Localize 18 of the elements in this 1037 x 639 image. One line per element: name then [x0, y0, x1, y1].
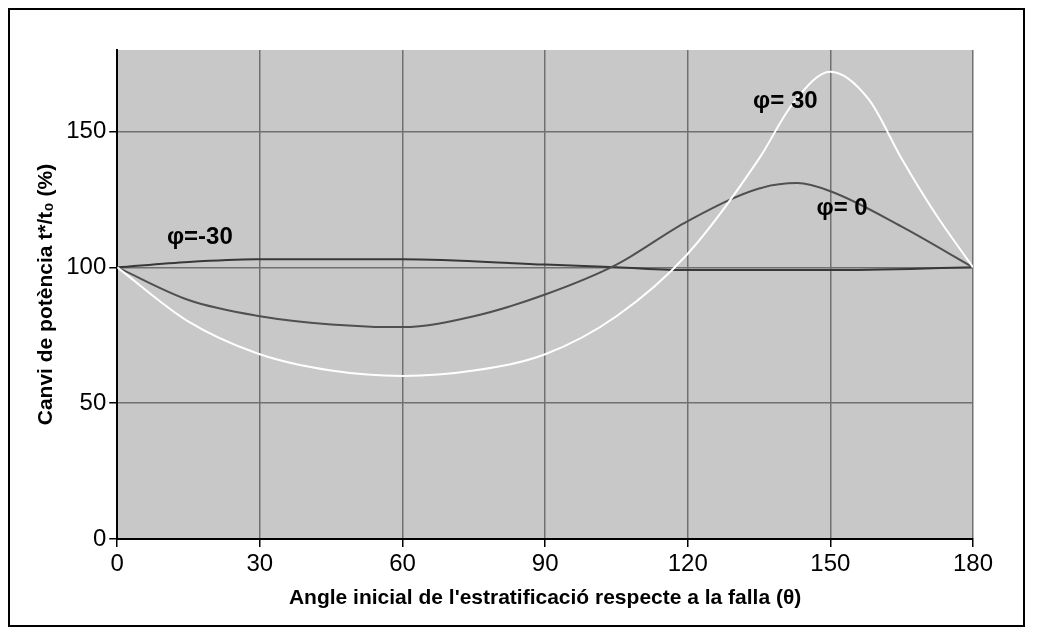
x-tick-label: 90 [531, 549, 559, 577]
line-series [117, 70, 973, 377]
x-tick-label: 30 [246, 549, 274, 577]
x-tick-label: 180 [952, 549, 994, 577]
y-tick-label: 0 [92, 523, 107, 551]
y-tick-label: 50 [79, 387, 107, 415]
x-axis-title: Angle inicial de l'estratificació respecte a la falla (θ) [288, 585, 802, 609]
series-label: φ=-30 [166, 221, 233, 249]
line-series [117, 182, 973, 329]
y-axis-title: Canvi de potència t*/t₀ (%) [33, 163, 57, 426]
x-tick-label: 150 [810, 549, 851, 577]
y-tick-label: 150 [66, 116, 107, 144]
series-label: φ= 30 [753, 86, 818, 114]
x-tick-label: 60 [389, 549, 416, 577]
x-tick-label: 120 [667, 549, 708, 577]
y-tick-label: 100 [66, 251, 107, 279]
line-series [117, 258, 973, 272]
x-tick-label: 0 [110, 549, 124, 577]
